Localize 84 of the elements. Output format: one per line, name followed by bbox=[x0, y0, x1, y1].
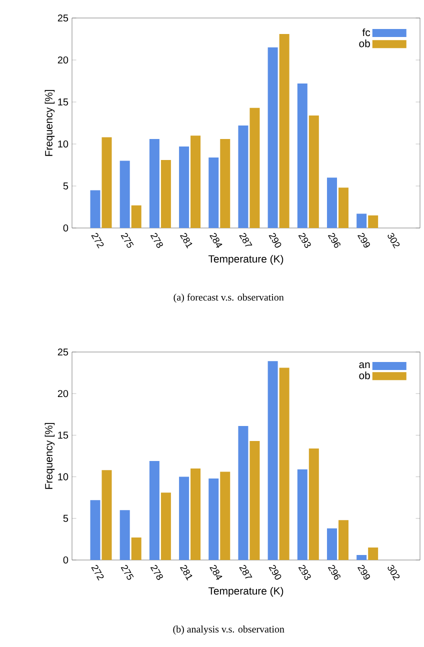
bar bbox=[356, 214, 367, 228]
bar bbox=[120, 160, 130, 228]
y-tick-label: 20 bbox=[58, 56, 68, 64]
bar bbox=[90, 500, 100, 560]
y-axis-title: Frequency [%] bbox=[44, 90, 55, 156]
bar bbox=[326, 528, 337, 560]
x-tick-label: 284 bbox=[210, 565, 222, 580]
x-tick-label: 293 bbox=[298, 232, 311, 248]
x-tick-label: 290 bbox=[268, 565, 282, 580]
x-tick-label: 287 bbox=[239, 565, 252, 578]
bar bbox=[179, 146, 190, 228]
y-tick-label: 0 bbox=[63, 556, 68, 564]
x-tick-label: 281 bbox=[180, 232, 192, 248]
bar bbox=[338, 520, 348, 560]
bar bbox=[160, 492, 171, 560]
x-tick-label: 278 bbox=[150, 565, 163, 580]
legend-label: an bbox=[359, 362, 370, 368]
y-tick-label: 5 bbox=[63, 514, 68, 522]
y-tick-label: 10 bbox=[58, 140, 68, 148]
bar bbox=[250, 108, 260, 228]
x-tick-label: 299 bbox=[358, 565, 370, 580]
legend-label: ob bbox=[359, 372, 370, 380]
text: (b) analysis v.s. observation bbox=[173, 626, 284, 635]
bar bbox=[220, 472, 230, 560]
legend-label: ob bbox=[359, 40, 370, 48]
bar bbox=[308, 448, 319, 560]
bar bbox=[368, 215, 378, 228]
bar bbox=[220, 138, 230, 228]
x-tick-label: 284 bbox=[210, 232, 222, 248]
x-tick-label: 272 bbox=[91, 565, 104, 580]
bar bbox=[368, 548, 378, 560]
y-axis-title: Frequency [%] bbox=[44, 423, 55, 489]
bar bbox=[238, 426, 248, 560]
y-tick-label: 25 bbox=[58, 14, 68, 22]
bar bbox=[149, 138, 160, 228]
x-tick-label: 281 bbox=[180, 565, 192, 580]
bar bbox=[131, 538, 142, 560]
bar bbox=[279, 368, 290, 560]
y-tick-label: 5 bbox=[63, 182, 68, 190]
bar bbox=[297, 84, 308, 228]
bar bbox=[149, 460, 160, 560]
x-tick-label: 296 bbox=[328, 565, 340, 580]
bar bbox=[356, 555, 367, 560]
bar bbox=[102, 137, 112, 228]
y-tick-label: 10 bbox=[58, 473, 68, 480]
x-tick-label: 275 bbox=[120, 565, 134, 580]
bar bbox=[190, 468, 201, 560]
x-axis-title: Temperature (K) bbox=[208, 586, 284, 597]
bar bbox=[190, 136, 201, 228]
bar bbox=[120, 510, 130, 560]
x-tick-label: 278 bbox=[150, 232, 163, 248]
y-tick-label: 15 bbox=[58, 98, 68, 106]
x-tick-label: 302 bbox=[388, 564, 400, 580]
bar bbox=[208, 478, 219, 560]
x-tick-label: 293 bbox=[298, 565, 311, 580]
bar bbox=[102, 470, 112, 560]
y-tick-label: 25 bbox=[58, 348, 68, 356]
x-tick-label: 299 bbox=[358, 232, 370, 248]
bar bbox=[268, 47, 278, 228]
y-tick-label: 15 bbox=[58, 432, 68, 439]
bar bbox=[338, 188, 348, 228]
bar bbox=[250, 441, 260, 560]
bar bbox=[179, 476, 190, 560]
legend-label: fc bbox=[362, 28, 370, 36]
bar bbox=[308, 115, 319, 228]
bar bbox=[238, 126, 248, 228]
y-tick-label: 20 bbox=[58, 390, 68, 398]
bar bbox=[208, 157, 219, 228]
x-tick-label: 296 bbox=[328, 232, 340, 248]
y-tick-label: 0 bbox=[63, 224, 68, 232]
bar bbox=[279, 34, 290, 228]
bar bbox=[131, 205, 142, 228]
text: (a) forecast v.s. observation bbox=[174, 294, 284, 303]
x-tick-label: 287 bbox=[239, 232, 252, 246]
x-axis-title: Temperature (K) bbox=[208, 254, 284, 265]
x-tick-label: 302 bbox=[388, 232, 400, 248]
bar bbox=[326, 178, 337, 228]
bar bbox=[297, 469, 308, 560]
x-tick-label: 275 bbox=[120, 232, 134, 248]
bar bbox=[268, 361, 278, 560]
x-tick-label: 290 bbox=[268, 232, 282, 248]
bar bbox=[160, 160, 171, 228]
x-tick-label: 272 bbox=[91, 232, 104, 248]
bar bbox=[90, 190, 100, 228]
